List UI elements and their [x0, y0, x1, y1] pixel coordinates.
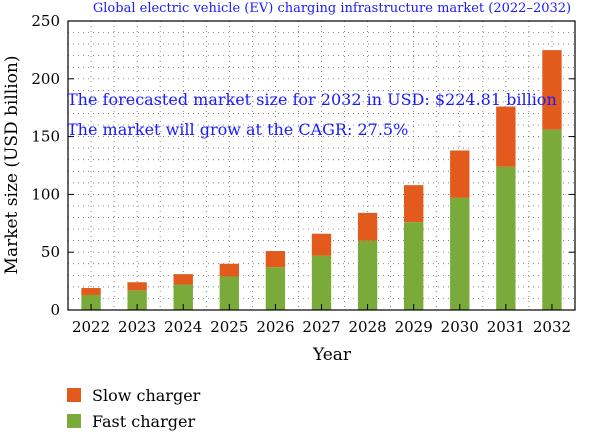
bar-slow-charger-2029 [404, 185, 424, 223]
bar-fast-charger-2025 [219, 276, 239, 310]
x-tick-label-2029: 2029 [395, 318, 433, 336]
x-tick-label-2022: 2022 [72, 318, 110, 336]
bar-fast-charger-2022 [81, 294, 101, 310]
bar-slow-charger-2024 [173, 274, 193, 285]
x-tick-label-2032: 2032 [533, 318, 571, 336]
bar-slow-charger-2022 [81, 288, 101, 295]
y-tick-label: 150 [31, 128, 60, 146]
bars [81, 50, 562, 310]
x-axis-title: Year [312, 345, 352, 365]
legend-label-fast-charger: Fast charger [92, 412, 195, 431]
x-tick-label-2026: 2026 [256, 318, 294, 336]
legend-swatch-fast-charger [67, 414, 81, 428]
bar-slow-charger-2023 [127, 282, 147, 291]
x-tick-label-2028: 2028 [348, 318, 386, 336]
legend: Slow charger Fast charger [67, 386, 201, 431]
bar-fast-charger-2023 [127, 290, 147, 310]
y-tick-label: 250 [31, 12, 60, 30]
y-axis-title: Market size (USD billion) [2, 56, 22, 275]
annotation-cagr: The market will grow at the CAGR: 27.5% [67, 120, 408, 139]
legend-label-slow-charger: Slow charger [92, 386, 201, 405]
bar-fast-charger-2026 [265, 267, 286, 310]
bar-fast-charger-2031 [496, 166, 516, 310]
y-tick-label: 0 [50, 301, 60, 319]
x-tick-label-2023: 2023 [118, 318, 156, 336]
bar-fast-charger-2032 [542, 129, 562, 310]
x-tick-label-2027: 2027 [302, 318, 340, 336]
chart-title: Global electric vehicle (EV) charging in… [93, 1, 571, 16]
x-tick-label-2030: 2030 [441, 318, 479, 336]
x-tick-label-2024: 2024 [164, 318, 202, 336]
bar-slow-charger-2031 [496, 106, 516, 167]
bar-slow-charger-2032 [542, 50, 562, 130]
bar-slow-charger-2027 [311, 233, 332, 256]
bar-slow-charger-2025 [219, 263, 239, 277]
bar-slow-charger-2030 [450, 150, 470, 198]
y-axis: 0 50 100 150 200 250 [31, 12, 575, 319]
y-tick-label: 100 [31, 185, 60, 203]
bar-fast-charger-2027 [311, 255, 332, 310]
y-tick-label: 200 [31, 70, 60, 88]
x-tick-label-2031: 2031 [487, 318, 525, 336]
bar-fast-charger-2029 [404, 222, 424, 310]
bar-fast-charger-2030 [450, 197, 470, 310]
bar-slow-charger-2026 [265, 251, 286, 268]
annotation-forecast: The forecasted market size for 2032 in U… [67, 90, 557, 109]
bar-fast-charger-2028 [357, 240, 378, 310]
bar-slow-charger-2028 [357, 212, 378, 241]
bar-fast-charger-2024 [173, 284, 193, 310]
x-tick-label-2025: 2025 [210, 318, 248, 336]
y-tick-label: 50 [41, 243, 60, 261]
legend-swatch-slow-charger [67, 388, 81, 402]
x-axis: 2022 2023 2024 2025 2026 2027 2028 2029 2030 2031… [72, 304, 571, 336]
